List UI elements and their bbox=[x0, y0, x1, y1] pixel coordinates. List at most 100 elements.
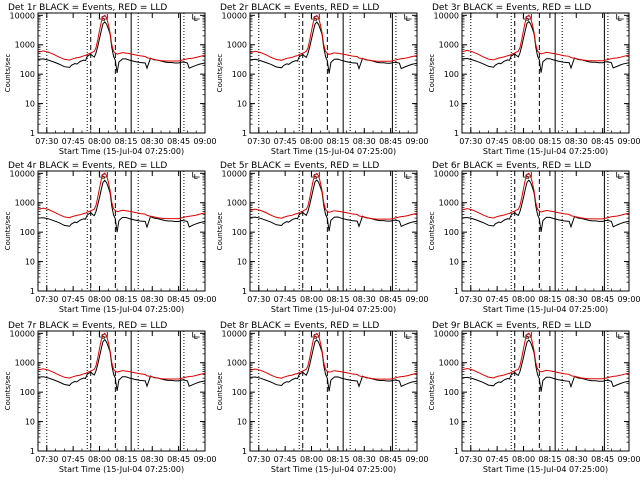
y-tick-label: 10 bbox=[449, 418, 459, 427]
flag-bracket bbox=[98, 172, 108, 178]
plot-frame bbox=[37, 330, 206, 452]
plot-frame bbox=[37, 12, 206, 134]
x-tick-label: 08:00 bbox=[88, 295, 111, 304]
x-tick-label: 08:45 bbox=[379, 295, 402, 304]
y-tick-label: 1 bbox=[454, 287, 459, 296]
flag-bracket bbox=[192, 14, 200, 20]
y-tick-label: 10000 bbox=[10, 169, 35, 178]
lld-series-line bbox=[461, 332, 630, 380]
y-tick-label: 1000 bbox=[15, 199, 35, 208]
flag-bracket bbox=[404, 14, 412, 20]
y-tick-label: 10000 bbox=[222, 329, 247, 338]
x-tick-label: 08:45 bbox=[167, 137, 190, 146]
x-tick-label: 08:15 bbox=[538, 455, 561, 464]
detector-panel: Det 2r BLACK = Events, RED = LLD 1 10 100 10… bbox=[216, 3, 429, 156]
x-tick-label: 07:30 bbox=[35, 295, 58, 304]
y-axis-label: Counts/sec bbox=[428, 54, 436, 93]
lld-series-line bbox=[249, 14, 418, 62]
lld-series-line bbox=[461, 172, 630, 220]
y-tick-label: 10 bbox=[237, 418, 247, 427]
x-tick-label: 07:45 bbox=[62, 295, 85, 304]
flag-label: L bbox=[406, 333, 410, 341]
y-tick-label: 1 bbox=[242, 287, 247, 296]
x-tick-label: 08:00 bbox=[512, 137, 535, 146]
x-tick-label: 07:45 bbox=[274, 137, 297, 146]
panel-title: Det 9r BLACK = Events, RED = LLD bbox=[432, 321, 591, 331]
detector-panel: Det 1r BLACK = Events, RED = LLD 1 10 100 10… bbox=[4, 3, 217, 156]
y-tick-label: 10000 bbox=[434, 329, 459, 338]
x-tick-label: 08:45 bbox=[591, 455, 614, 464]
panel-title: Det 2r BLACK = Events, RED = LLD bbox=[220, 3, 379, 13]
x-tick-label: 08:45 bbox=[167, 455, 190, 464]
x-tick-label: 07:30 bbox=[459, 295, 482, 304]
events-series-line bbox=[461, 179, 630, 232]
events-series-line bbox=[37, 179, 206, 233]
x-tick-label: 07:30 bbox=[35, 455, 58, 464]
y-tick-label: 1 bbox=[30, 447, 35, 456]
y-tick-label: 10 bbox=[237, 100, 247, 109]
flag-bracket bbox=[616, 172, 624, 178]
plot-frame bbox=[249, 12, 418, 134]
y-tick-label: 100 bbox=[20, 70, 35, 79]
x-axis-label: Start Time (15-Jul-04 07:25:00) bbox=[483, 465, 608, 474]
lld-series-line bbox=[461, 14, 630, 62]
plot-frame bbox=[249, 170, 418, 292]
x-tick-label: 09:00 bbox=[617, 295, 640, 304]
flag-label: L bbox=[618, 173, 622, 181]
flag-label: S bbox=[101, 173, 106, 181]
x-tick-label: 07:45 bbox=[486, 295, 509, 304]
panel-title: Det 6r BLACK = Events, RED = LLD bbox=[432, 161, 591, 171]
x-axis-label: Start Time (15-Jul-04 07:25:00) bbox=[271, 147, 396, 156]
x-tick-label: 08:30 bbox=[353, 137, 376, 146]
panel-title: Det 3r BLACK = Events, RED = LLD bbox=[432, 3, 591, 13]
x-tick-label: 08:15 bbox=[538, 295, 561, 304]
x-tick-label: 07:45 bbox=[62, 455, 85, 464]
x-tick-label: 09:00 bbox=[617, 455, 640, 464]
x-tick-label: 08:00 bbox=[512, 295, 535, 304]
x-tick-label: 08:15 bbox=[538, 137, 561, 146]
y-tick-label: 1 bbox=[242, 129, 247, 138]
x-tick-label: 08:15 bbox=[114, 295, 137, 304]
plot-frame bbox=[461, 170, 630, 292]
detector-panel: Det 4r BLACK = Events, RED = LLD 1 10 100 10… bbox=[4, 161, 217, 314]
y-tick-label: 100 bbox=[444, 228, 459, 237]
flag-bracket bbox=[310, 14, 320, 20]
x-tick-label: 08:45 bbox=[591, 295, 614, 304]
x-tick-label: 09:00 bbox=[193, 455, 216, 464]
panel-title: Det 5r BLACK = Events, RED = LLD bbox=[220, 161, 379, 171]
flag-label: L bbox=[194, 15, 198, 23]
y-tick-label: 10 bbox=[449, 100, 459, 109]
x-tick-label: 08:30 bbox=[353, 295, 376, 304]
y-tick-label: 10000 bbox=[222, 169, 247, 178]
events-series-line bbox=[249, 21, 418, 74]
y-tick-label: 10 bbox=[25, 100, 35, 109]
x-tick-label: 08:30 bbox=[141, 455, 164, 464]
x-tick-label: 08:45 bbox=[591, 137, 614, 146]
x-tick-label: 08:45 bbox=[167, 295, 190, 304]
flag-bracket bbox=[310, 332, 320, 338]
events-series-line bbox=[37, 21, 206, 73]
x-tick-label: 08:30 bbox=[565, 295, 588, 304]
y-axis-label: Counts/sec bbox=[4, 54, 12, 93]
flag-label: L bbox=[406, 173, 410, 181]
events-series-line bbox=[461, 20, 630, 73]
flag-bracket bbox=[192, 332, 200, 338]
x-tick-label: 08:00 bbox=[512, 455, 535, 464]
y-tick-label: 1 bbox=[30, 129, 35, 138]
y-tick-label: 100 bbox=[20, 228, 35, 237]
y-tick-label: 10000 bbox=[10, 329, 35, 338]
x-tick-label: 09:00 bbox=[193, 137, 216, 146]
x-axis-label: Start Time (15-Jul-04 07:25:00) bbox=[483, 305, 608, 314]
x-tick-label: 09:00 bbox=[405, 137, 428, 146]
x-tick-label: 09:00 bbox=[405, 455, 428, 464]
y-tick-label: 10 bbox=[25, 258, 35, 267]
x-axis-label: Start Time (15-Jul-04 07:25:00) bbox=[271, 305, 396, 314]
flag-label: L bbox=[406, 15, 410, 23]
lld-series-line bbox=[249, 332, 418, 380]
y-tick-label: 100 bbox=[232, 388, 247, 397]
flag-label: S bbox=[525, 173, 530, 181]
plot-frame bbox=[37, 170, 206, 292]
x-tick-label: 08:30 bbox=[353, 455, 376, 464]
flag-bracket bbox=[522, 172, 532, 178]
flag-label: L bbox=[194, 173, 198, 181]
